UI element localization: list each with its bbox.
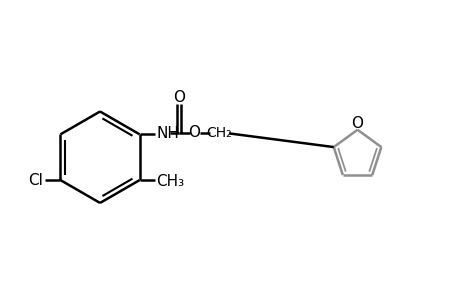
Text: Cl: Cl [28, 172, 43, 188]
Text: NH: NH [156, 126, 179, 141]
Text: CH₂: CH₂ [205, 126, 231, 140]
Text: O: O [173, 90, 185, 105]
Text: O: O [188, 125, 200, 140]
Text: O: O [351, 116, 363, 131]
Text: CH₃: CH₃ [156, 173, 184, 188]
